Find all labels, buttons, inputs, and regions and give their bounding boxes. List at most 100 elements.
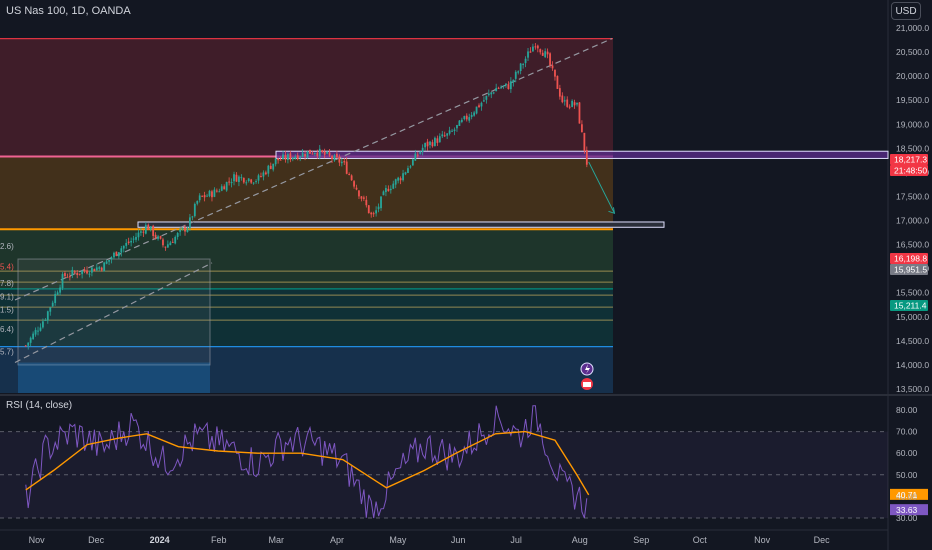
candle [95,267,98,271]
price-tick-label: 14,000.0 [896,360,929,370]
fib-zone-orange [0,156,613,230]
candle [453,129,456,132]
candle [223,186,226,190]
candle [328,152,331,156]
candle [78,273,81,275]
fib-level-label: 9.1) [0,293,14,302]
candle [196,200,199,204]
time-axis-label: Apr [330,535,344,545]
candle [64,273,66,277]
candle [458,120,461,126]
candle [130,240,133,243]
candle [365,199,368,206]
candle [235,174,238,182]
candle [536,45,539,49]
candle [416,154,419,156]
candle [117,252,120,257]
price-badge-label: 16,198.8 [894,254,927,264]
candle [514,71,517,79]
rsi-line [25,405,588,519]
time-axis-label: Dec [814,535,831,545]
rsi-ma-badge [890,488,928,500]
price-tick-label: 17,500.0 [896,191,929,201]
candle [238,176,240,183]
candle [144,224,147,234]
candle [326,151,329,154]
candle [331,156,333,160]
candle [470,114,473,117]
price-tick-label: 20,500.0 [896,47,929,57]
candle [529,51,532,53]
rsi-panel [0,405,928,519]
flash-icon[interactable] [580,362,594,376]
purple-box-upper [275,150,889,159]
candle [446,133,449,136]
time-axis-label: Jul [510,535,522,545]
candle [309,149,311,154]
candle [81,270,84,275]
candle [247,178,250,182]
candle [409,166,412,168]
fib-zone-blue [0,346,613,393]
time-axis-label: Dec [88,535,105,545]
candle [460,119,463,122]
candle [544,51,547,58]
candle [483,100,485,102]
candle [208,190,211,197]
candle [522,64,525,66]
candle [456,125,458,129]
fib-zone-red [0,38,613,157]
candle [171,241,174,243]
price-badge-label: 15,211.4 [894,301,927,311]
price-badge-label: 21:48:50 [894,165,927,175]
candle [122,245,125,249]
candle [220,186,223,191]
candle [154,234,157,238]
candle [551,65,554,69]
calendar-flag-icon[interactable] [581,378,593,390]
candle [372,213,375,215]
fib-level-label: 6.4) [0,325,14,334]
candle [201,195,204,197]
currency-button[interactable]: USD [891,2,921,20]
candle [424,142,427,148]
candle [495,87,498,92]
candle [336,153,338,158]
candle [448,130,451,134]
rsi-ma-badge-label: 40.71 [896,490,918,500]
candle [279,159,282,161]
candle [385,188,387,193]
time-axis-label: Aug [572,535,588,545]
candle [492,92,495,94]
fib-level-label: 2.6) [0,242,14,251]
candle [282,154,284,159]
candle [198,195,201,201]
candle [563,100,566,102]
candle [333,155,336,161]
candle [29,337,32,343]
candle [272,163,275,170]
candle [164,246,167,248]
candle [434,137,436,146]
candle [402,173,404,181]
candle [264,172,267,175]
candle [203,195,206,198]
candle [399,178,402,181]
candle [556,75,559,89]
candle [157,236,159,239]
candle [68,276,71,278]
candle [451,130,453,132]
candle [316,152,319,156]
price-badge-green [890,300,928,311]
candle [487,93,490,96]
candle [527,51,529,58]
candle [554,69,556,77]
candle [255,181,257,183]
candle [230,181,233,184]
candle [179,229,182,232]
candle [375,210,378,214]
candle [105,261,108,264]
projection-arrow [588,161,615,214]
candle [291,157,294,160]
